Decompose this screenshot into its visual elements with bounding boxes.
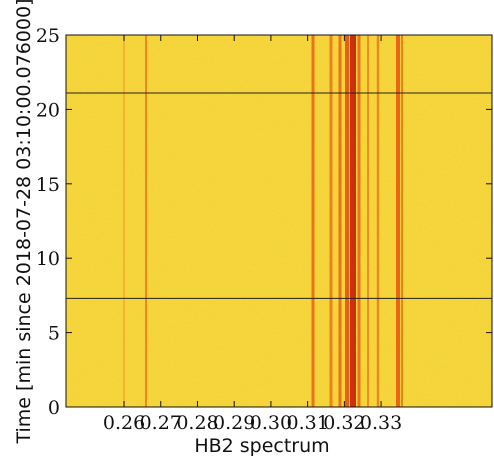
y-tick-label: 5 (48, 323, 60, 345)
y-axis-label: Time [min since 2018-07-28 03:10:00.0760… (13, 0, 35, 445)
x-tick-label: 0.26 (103, 412, 145, 434)
x-tick-label: 0.30 (250, 412, 292, 434)
x-tick-label: 0.33 (360, 412, 402, 434)
x-tick-label: 0.32 (323, 412, 365, 434)
x-tick-label: 0.29 (213, 412, 255, 434)
plot-frame (65, 34, 493, 408)
y-tick-label: 25 (36, 25, 60, 47)
heatmap (66, 35, 492, 407)
x-tick-label: 0.27 (140, 412, 182, 434)
y-tick-label: 0 (48, 397, 60, 419)
x-tick-label: 0.28 (176, 412, 218, 434)
x-tick-label: 0.31 (286, 412, 328, 434)
heatmap-noise (66, 35, 492, 407)
spectral-lines (123, 35, 403, 407)
x-axis-label: HB2 spectrum (194, 435, 329, 457)
y-tick-label: 15 (36, 174, 60, 196)
y-tick-label: 20 (36, 99, 60, 121)
y-tick-label: 10 (36, 248, 60, 270)
